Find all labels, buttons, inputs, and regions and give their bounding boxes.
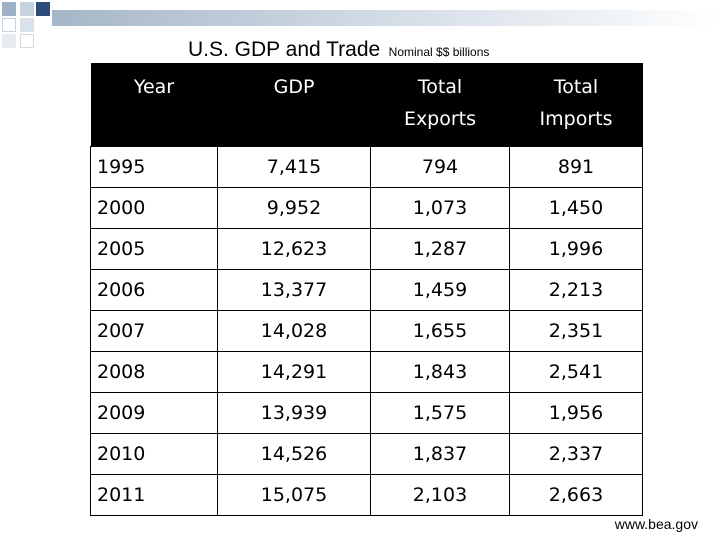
corner-decoration — [0, 0, 60, 50]
table-row: 1995 7,415 794 891 — [90, 146, 643, 188]
header-total-imports: Total Imports — [509, 63, 643, 147]
decoration-square — [20, 2, 34, 16]
cell-gdp: 12,623 — [217, 228, 371, 270]
cell-gdp: 7,415 — [217, 146, 371, 188]
cell-year: 2008 — [90, 351, 218, 393]
cell-gdp: 9,952 — [217, 187, 371, 229]
cell-year: 2010 — [90, 433, 218, 475]
decoration-square — [36, 2, 50, 16]
cell-imports: 1,956 — [509, 392, 643, 434]
cell-year: 2005 — [90, 228, 218, 270]
cell-gdp: 14,526 — [217, 433, 371, 475]
decoration-square — [2, 18, 16, 32]
cell-imports: 891 — [509, 146, 643, 188]
cell-year: 2006 — [90, 269, 218, 311]
cell-imports: 2,663 — [509, 474, 643, 516]
cell-exports: 1,073 — [370, 187, 510, 229]
cell-gdp: 13,377 — [217, 269, 371, 311]
table-row: 2000 9,952 1,073 1,450 — [90, 187, 643, 229]
cell-imports: 2,541 — [509, 351, 643, 393]
cell-gdp: 15,075 — [217, 474, 371, 516]
cell-gdp: 14,028 — [217, 310, 371, 352]
table-row: 2008 14,291 1,843 2,541 — [90, 351, 643, 393]
cell-exports: 2,103 — [370, 474, 510, 516]
cell-imports: 2,213 — [509, 269, 643, 311]
cell-imports: 2,337 — [509, 433, 643, 475]
cell-gdp: 14,291 — [217, 351, 371, 393]
decoration-square — [20, 34, 34, 48]
source-credit: www.bea.gov — [614, 516, 698, 532]
cell-year: 2009 — [90, 392, 218, 434]
slide-title: U.S. GDP and Trade Nominal $$ billions — [188, 38, 489, 62]
table-row: 2006 13,377 1,459 2,213 — [90, 269, 643, 311]
decoration-square — [20, 18, 34, 32]
cell-imports: 2,351 — [509, 310, 643, 352]
cell-year: 2000 — [90, 187, 218, 229]
cell-exports: 1,459 — [370, 269, 510, 311]
cell-exports: 1,575 — [370, 392, 510, 434]
header-total-exports: Total Exports — [370, 63, 510, 147]
cell-year: 1995 — [90, 146, 218, 188]
table-row: 2007 14,028 1,655 2,351 — [90, 310, 643, 352]
cell-exports: 1,837 — [370, 433, 510, 475]
table-row: 2009 13,939 1,575 1,956 — [90, 392, 643, 434]
cell-year: 2011 — [90, 474, 218, 516]
table-row: 2011 15,075 2,103 2,663 — [90, 474, 643, 516]
gdp-trade-table: Year GDP Total Exports Total Imports 1995 … — [90, 63, 643, 516]
cell-exports: 1,843 — [370, 351, 510, 393]
decoration-square — [2, 2, 16, 16]
header-gradient-bar — [52, 10, 720, 26]
cell-exports: 794 — [370, 146, 510, 188]
subtitle-text: Nominal $$ billions — [388, 45, 490, 59]
cell-gdp: 13,939 — [217, 392, 371, 434]
decoration-square — [2, 34, 16, 48]
header-gdp: GDP — [217, 63, 371, 147]
title-text: U.S. GDP and Trade — [188, 38, 381, 61]
cell-exports: 1,655 — [370, 310, 510, 352]
cell-year: 2007 — [90, 310, 218, 352]
header-year: Year — [90, 63, 218, 147]
table-row: 2010 14,526 1,837 2,337 — [90, 433, 643, 475]
cell-exports: 1,287 — [370, 228, 510, 270]
cell-imports: 1,450 — [509, 187, 643, 229]
table-row: 2005 12,623 1,287 1,996 — [90, 228, 643, 270]
table-header-row: Year GDP Total Exports Total Imports — [90, 63, 643, 147]
cell-imports: 1,996 — [509, 228, 643, 270]
